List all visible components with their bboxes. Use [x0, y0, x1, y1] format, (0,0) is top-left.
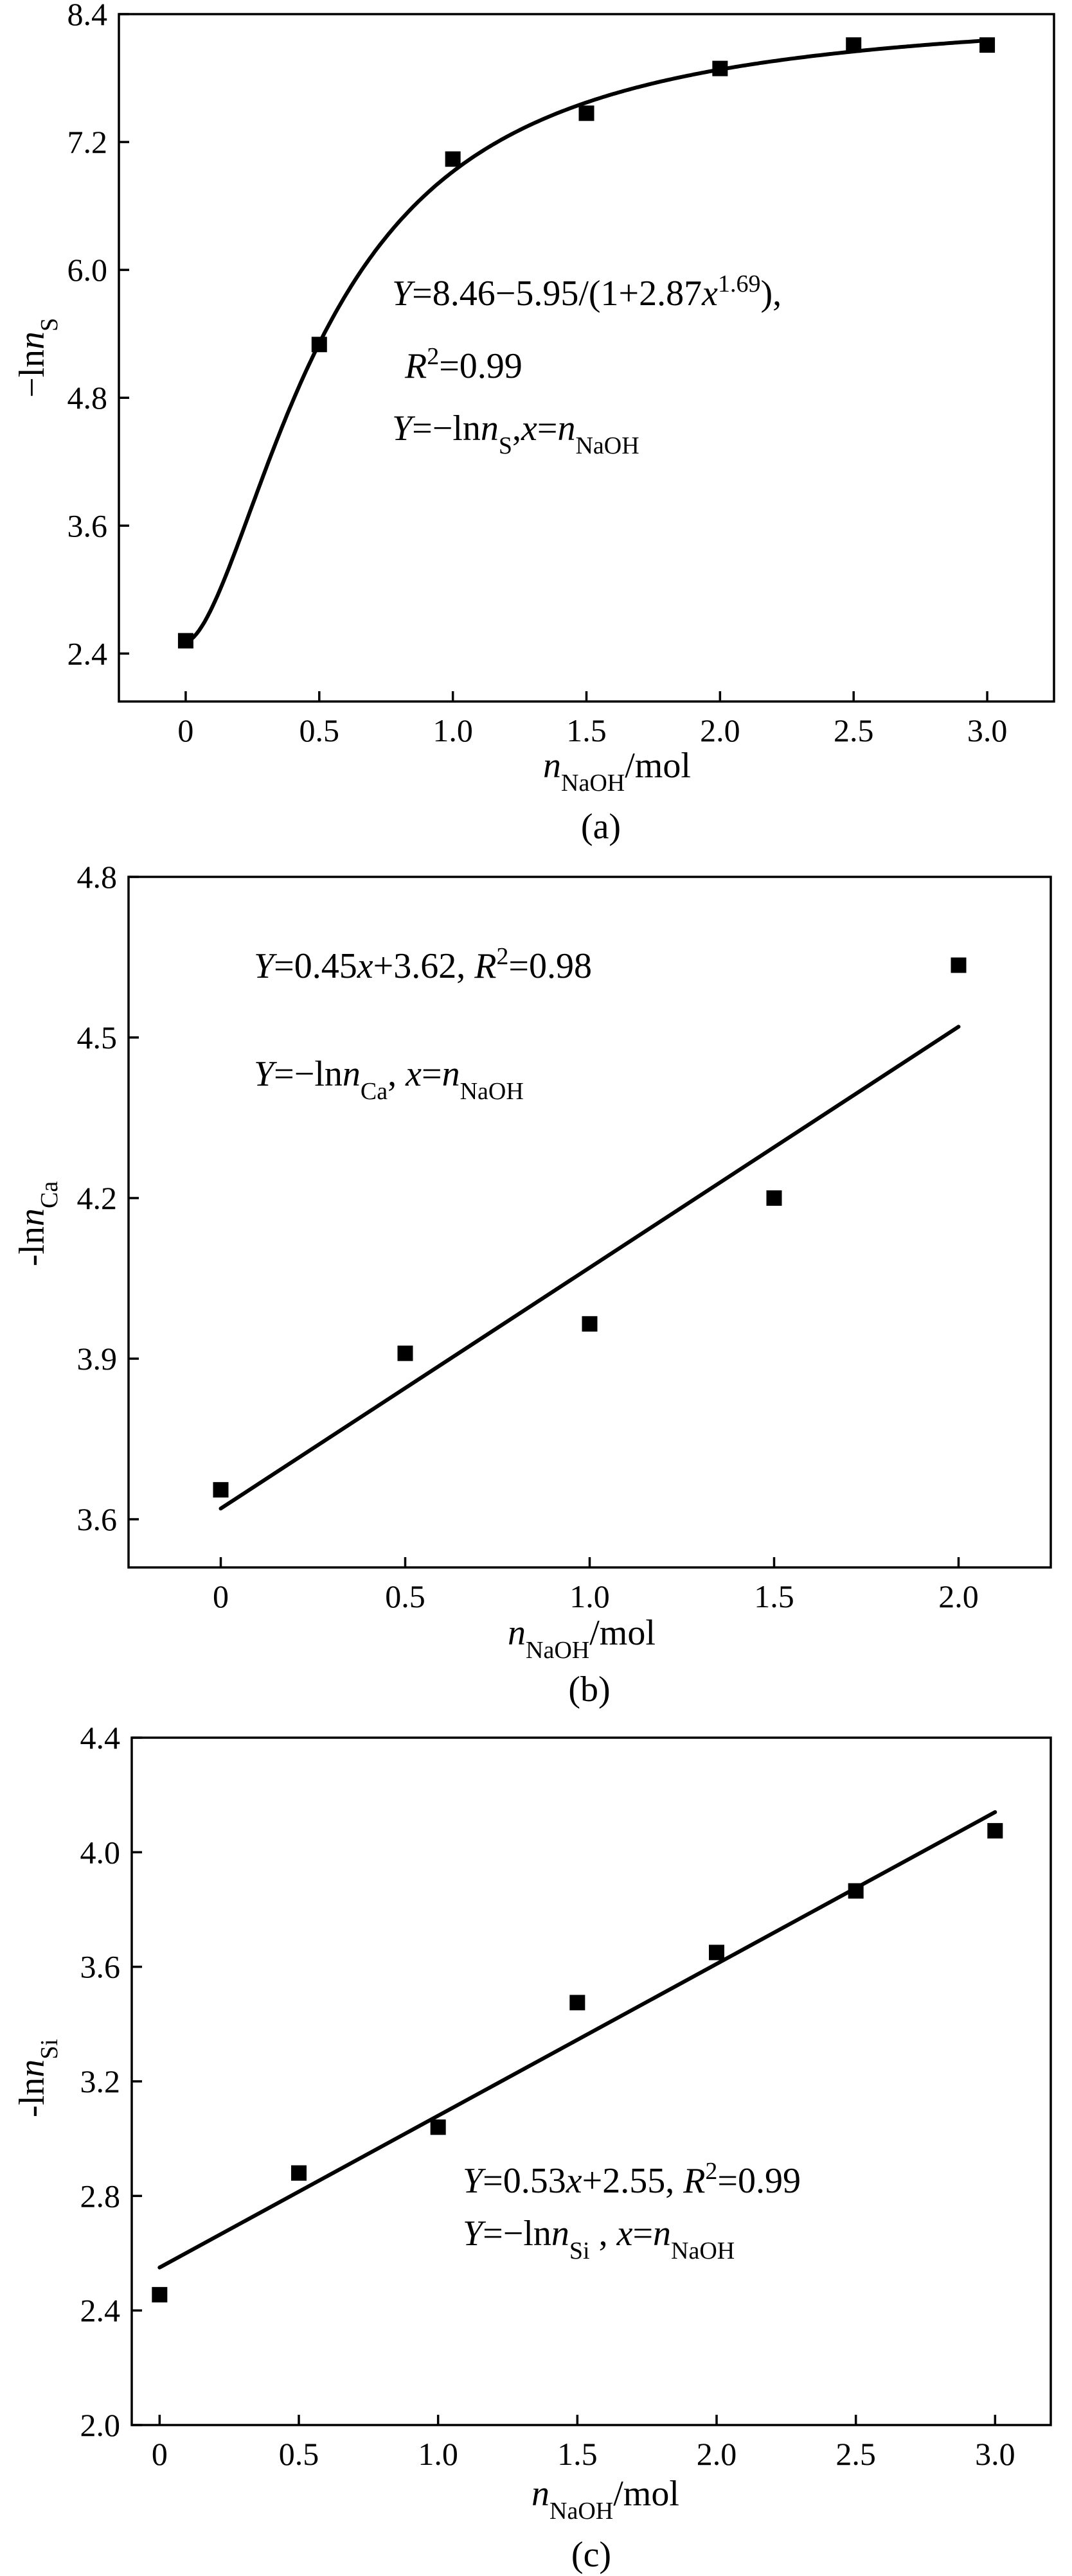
x-axis-label-a: nNaOH/mol — [543, 746, 691, 797]
y-tick-label: 2.4 — [80, 2293, 121, 2329]
panel-caption-b: (b) — [568, 1670, 610, 1709]
y-axis-label-a: −lnnS — [12, 318, 63, 398]
x-tick-label: 0 — [213, 1578, 229, 1614]
tick-group-b: 0 0.5 1.0 1.5 2.0 3.6 3.9 4.2 4.5 4.8 — [77, 859, 979, 1614]
fit-line — [219, 1025, 961, 1511]
x-tick-label: 0.5 — [279, 2436, 319, 2472]
y-tick-label: 3.9 — [77, 1341, 118, 1377]
y-tick-label: 4.2 — [77, 1180, 118, 1216]
variable-definition-b: Y=−lnnCa, x=nNaOH — [254, 1054, 524, 1105]
x-tick-label: 2.5 — [835, 2436, 876, 2472]
data-point — [177, 633, 193, 649]
data-points-c — [152, 1822, 1003, 2303]
tick-group-a: 0 0.5 1.0 1.5 2.0 2.5 3.0 2.4 3.6 4.8 6.0 7.2 8.4 — [67, 0, 1008, 748]
y-tick-label: 4.4 — [80, 1720, 121, 1756]
x-tick-label: 2.0 — [700, 712, 740, 748]
data-point — [582, 1316, 598, 1332]
panel-caption-c: (c) — [571, 2535, 611, 2575]
y-tick-label: 8.4 — [67, 0, 108, 32]
y-tick-label: 2.0 — [80, 2407, 121, 2443]
variable-definition-a: Y=−lnnS,x=nNaOH — [392, 409, 639, 459]
data-point — [291, 2165, 307, 2181]
y-tick-label: 6.0 — [67, 252, 108, 288]
x-tick-label: 0.5 — [299, 712, 340, 748]
x-tick-label: 2.0 — [938, 1578, 979, 1614]
y-axis-label-b: -lnnCa — [12, 1181, 63, 1267]
x-tick-label: 2.0 — [697, 2436, 737, 2472]
data-point — [987, 1822, 1003, 1839]
y-tick-label: 4.8 — [67, 380, 108, 416]
x-tick-label: 0.5 — [385, 1578, 425, 1614]
chart-panel-b: 0 0.5 1.0 1.5 2.0 3.6 3.9 4.2 4.5 4.8 -lnnCa nNaO… — [12, 859, 1052, 1709]
chart-panel-c: 0 0.5 1.0 1.5 2.0 2.5 3.0 2.0 2.4 2.8 3.2 3.6 4.0 4.4… — [12, 1720, 1052, 2575]
data-point — [152, 2287, 168, 2303]
x-tick-label: 2.5 — [834, 712, 874, 748]
data-point — [766, 1190, 782, 1206]
x-tick-label: 1.0 — [433, 712, 473, 748]
data-point — [569, 1995, 585, 2011]
x-axis-label-b: nNaOH/mol — [508, 1613, 656, 1664]
x-tick-label: 0 — [152, 2436, 168, 2472]
data-point — [213, 1482, 229, 1498]
data-points-b — [213, 957, 967, 1498]
data-point — [951, 957, 967, 973]
fit-equation-a: Y=8.46−5.95/(1+2.87x1.69), — [392, 270, 782, 313]
fit-equation-b: Y=0.45x+3.62, R2=0.98 — [254, 943, 592, 986]
y-tick-label: 2.4 — [67, 635, 108, 671]
tick-group-c: 0 0.5 1.0 1.5 2.0 2.5 3.0 2.0 2.4 2.8 3.2 3.6 4.0 4.4 — [80, 1720, 1015, 2472]
x-axis-label-c: nNaOH/mol — [532, 2474, 679, 2525]
y-tick-label: 2.8 — [80, 2178, 121, 2214]
data-point — [712, 60, 728, 76]
data-point — [979, 37, 996, 53]
y-axis-label-c: -lnnSi — [12, 2039, 63, 2117]
x-tick-label: 3.0 — [967, 712, 1008, 748]
data-point — [846, 37, 862, 53]
variable-definition-c: Y=−lnnSi , x=nNaOH — [463, 2214, 735, 2264]
y-tick-label: 4.8 — [77, 859, 118, 895]
y-tick-label: 3.6 — [80, 1949, 121, 1985]
fit-equation-c: Y=0.53x+2.55, R2=0.99 — [463, 2158, 801, 2201]
x-tick-label: 1.0 — [418, 2436, 458, 2472]
r-squared-a: R2=0.99 — [404, 343, 523, 386]
data-point — [709, 1945, 724, 1961]
fit-line-layer-b — [219, 1025, 961, 1511]
x-tick-label: 1.5 — [557, 2436, 598, 2472]
fit-curve-layer-a — [184, 39, 990, 644]
data-point — [397, 1345, 413, 1361]
y-tick-label: 3.6 — [77, 1501, 118, 1537]
fit-line — [184, 39, 990, 644]
data-point — [848, 1883, 864, 1899]
chart-panel-a: 0 0.5 1.0 1.5 2.0 2.5 3.0 2.4 3.6 4.8 6.0 7.2 8.4 −l… — [12, 0, 1055, 847]
y-tick-label: 4.0 — [80, 1834, 121, 1870]
y-tick-label: 7.2 — [67, 124, 108, 160]
y-tick-label: 3.2 — [80, 2063, 121, 2099]
x-tick-label: 1.5 — [566, 712, 607, 748]
y-tick-label: 4.5 — [77, 1019, 118, 1055]
data-point — [445, 151, 461, 167]
data-point — [578, 105, 594, 121]
data-point — [311, 337, 327, 353]
panel-caption-a: (a) — [581, 807, 621, 847]
y-tick-label: 3.6 — [67, 507, 108, 543]
x-tick-label: 1.5 — [754, 1578, 794, 1614]
plot-frame-c — [130, 1736, 1052, 2426]
x-tick-label: 1.0 — [569, 1578, 610, 1614]
x-tick-label: 3.0 — [975, 2436, 1015, 2472]
data-points-a — [177, 37, 996, 649]
x-tick-label: 0 — [177, 712, 193, 748]
data-point — [430, 2119, 446, 2135]
